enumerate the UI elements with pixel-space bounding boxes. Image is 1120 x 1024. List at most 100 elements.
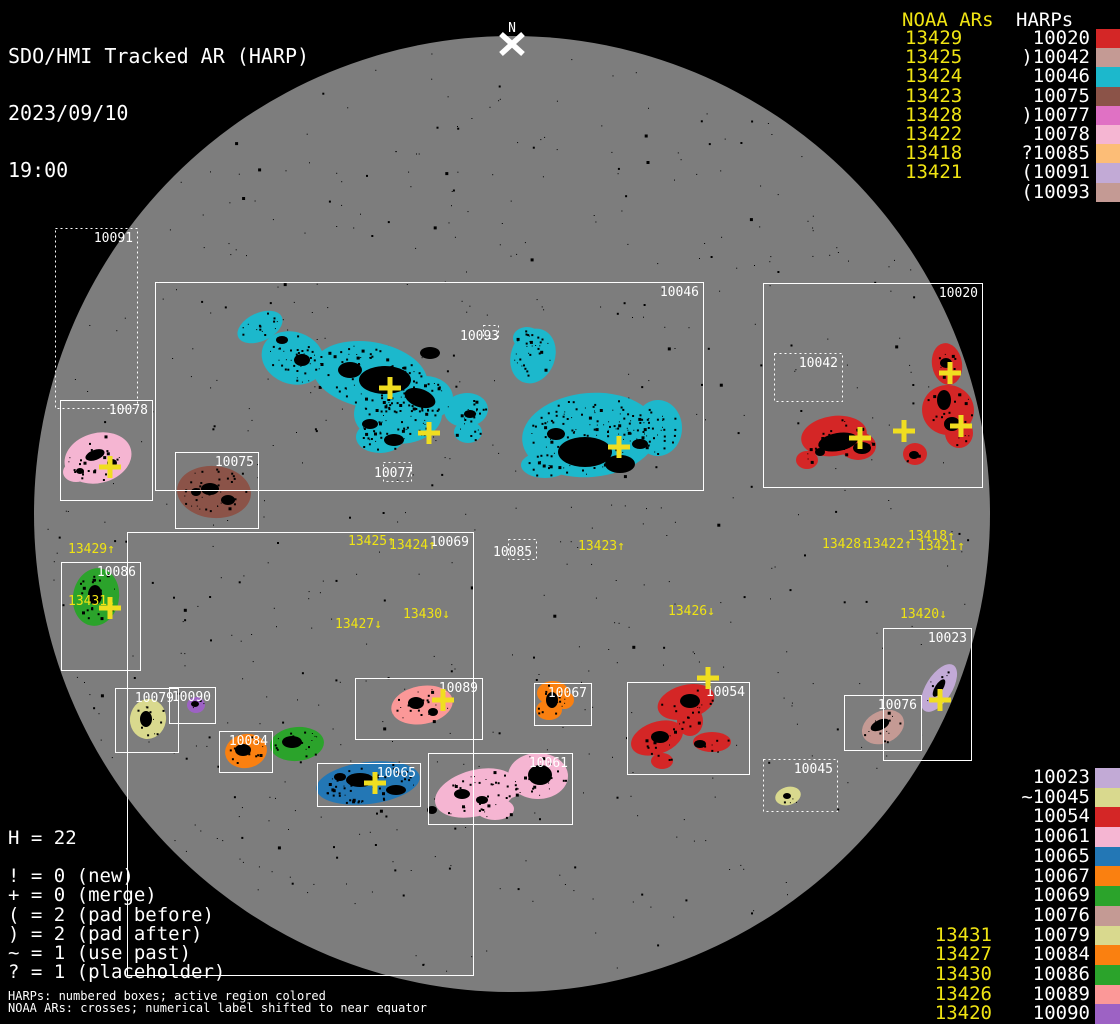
noaa-ar-label: 13426↓: [668, 604, 715, 619]
region-blob-10084: [225, 733, 267, 769]
noaa-cross: [950, 415, 972, 437]
harp-box-10067: 10067: [534, 683, 592, 726]
noaa-ar-number: 13418: [905, 142, 963, 165]
north-marker: N: [499, 21, 525, 57]
harp-color-swatch: [1095, 807, 1120, 828]
noaa-cross: [99, 597, 121, 619]
north-label: N: [508, 21, 516, 36]
harp-color-swatch: [1096, 86, 1120, 106]
noaa-cross: [697, 667, 719, 689]
harp-number: 10020: [1032, 27, 1090, 49]
noaa-cross: [929, 689, 951, 711]
harp-number: 10084: [1032, 943, 1090, 966]
noaa-ar-number: 13429: [905, 27, 963, 49]
time-text: 19:00: [8, 158, 69, 182]
noaa-ar-number: 13421: [905, 161, 963, 184]
harp-number: 10078: [1032, 123, 1090, 146]
noaa-ar-number: 13426: [934, 982, 992, 1005]
noaa-ar-label: 13427↓: [335, 617, 382, 632]
noaa-ar-label: 13430↓: [403, 607, 450, 622]
region-blob-10061: [427, 753, 568, 820]
noaa-cross: [849, 427, 871, 449]
harp-number: 10069: [1032, 884, 1090, 907]
harp-box-10054: 10054: [627, 682, 750, 775]
harp-color-swatch: [1095, 846, 1120, 867]
harp-number: (10093: [1021, 180, 1090, 203]
harp-box-10090: 10090: [169, 687, 216, 724]
harp-box-10079: 10079: [115, 688, 179, 753]
harp-color-swatch: [1096, 29, 1120, 49]
harp-box-label: 10089: [439, 681, 478, 696]
harp-number: (10091: [1021, 161, 1090, 184]
harp-tag-label: 10093: [460, 329, 499, 344]
disk-noise-specks: [47, 53, 970, 972]
harp-number: 10075: [1032, 84, 1090, 107]
noaa-ar-label: 13424↑: [389, 538, 436, 553]
harp-box-label: 10042: [799, 356, 838, 371]
footnote-line: HARPs: numbered boxes; active region col…: [8, 989, 326, 1003]
noaa-list-bottom: 13431 13427 13430 13426 13420: [900, 925, 992, 1024]
harp-box-label: 10065: [377, 766, 416, 781]
harp-box-label: 10091: [94, 231, 133, 246]
harp-tag-10093: 10093: [460, 325, 499, 344]
harp-box-label: 10079: [135, 691, 174, 706]
noaa-ar-number: [905, 183, 995, 202]
harp-swatches-top: [1096, 29, 1120, 202]
legend-symbol-line: ( = 2 (pad before): [8, 903, 214, 926]
harp-number: ?10085: [1021, 142, 1090, 165]
harp-box-label: 10084: [229, 734, 268, 749]
harp-dotted-box-10091: 10091: [55, 228, 138, 409]
noaa-ar-label: 13423↑: [578, 539, 625, 554]
harp-color-swatch: [1095, 964, 1120, 985]
harp-box-label: 10054: [706, 685, 745, 700]
noaa-ar-number: 13430: [934, 963, 992, 985]
legend-symbol-line: ! = 0 (new): [8, 865, 134, 887]
harp-list-top: 10020)10042 10046 10075)10077 10078 ?10085 (1…: [1000, 27, 1090, 203]
harp-box-label: 10075: [215, 455, 254, 470]
noaa-ar-number: 13424: [905, 65, 963, 88]
harp-color-swatch: [1096, 182, 1120, 202]
harp-number: 10090: [1032, 1002, 1090, 1024]
noaa-cross: [418, 422, 440, 444]
date-text: 2023/09/10: [8, 101, 129, 125]
harps-header: HARPs: [1016, 9, 1074, 31]
noaa-ar-label: 13418↑: [908, 529, 955, 544]
harp-color-swatch: [1095, 945, 1120, 965]
noaa-cross: [364, 772, 386, 794]
harp-number: 10076: [1032, 903, 1090, 926]
legend-symbol-line: + = 0 (merge): [8, 884, 157, 907]
region-blob-10054: [631, 683, 731, 769]
harp-color-swatch: [1095, 984, 1120, 1005]
harp-box-10046: 10046: [155, 282, 704, 491]
legend-symbol-line: ? = 1 (placeholder): [8, 961, 226, 984]
header: SDO/HMI Tracked AR (HARP) 2023/09/10 19:…: [8, 9, 309, 218]
region-blob-10045: [775, 786, 801, 806]
noaa-ars-header: NOAA ARs: [902, 9, 994, 31]
harp-number: 10067: [1032, 864, 1090, 887]
noaa-ar-number: 13427: [934, 943, 992, 966]
region-blob-10075: [177, 465, 251, 519]
harp-color-swatch: [1096, 105, 1120, 125]
harp-tag-label: 10077: [374, 466, 413, 481]
harp-color-swatch: [1096, 163, 1120, 183]
noaa-cross: [99, 456, 121, 478]
harp-number: 10079: [1032, 923, 1090, 946]
harp-number: 10089: [1032, 982, 1090, 1005]
harp-box-10086: 10086: [61, 562, 141, 671]
harp-tag-label: 10085: [493, 545, 532, 560]
harp-box-10020: 10020: [763, 283, 983, 488]
harp-box-label: 10023: [928, 631, 967, 646]
harp-color-swatch: [1095, 768, 1120, 788]
harp-color-swatch: [1095, 1004, 1120, 1024]
harp-color-swatch: [1096, 124, 1120, 145]
noaa-ar-label: 13420↓: [900, 607, 947, 622]
harp-box-label: 10020: [939, 286, 978, 301]
noaa-cross: [893, 420, 915, 442]
harp-color-swatch: [1096, 67, 1120, 87]
harp-dotted-box-10045: 10045: [763, 759, 838, 812]
harp-color-swatch: [1096, 144, 1120, 164]
footnote-line: NOAA ARs: crosses; numerical label shift…: [8, 1001, 428, 1016]
region-blob-10069: [270, 726, 324, 762]
harp-box-10075: 10075: [175, 452, 259, 529]
symbol-legend: ! = 0 (new) + = 0 (merge)( = 2 (pad befor…: [8, 865, 226, 984]
